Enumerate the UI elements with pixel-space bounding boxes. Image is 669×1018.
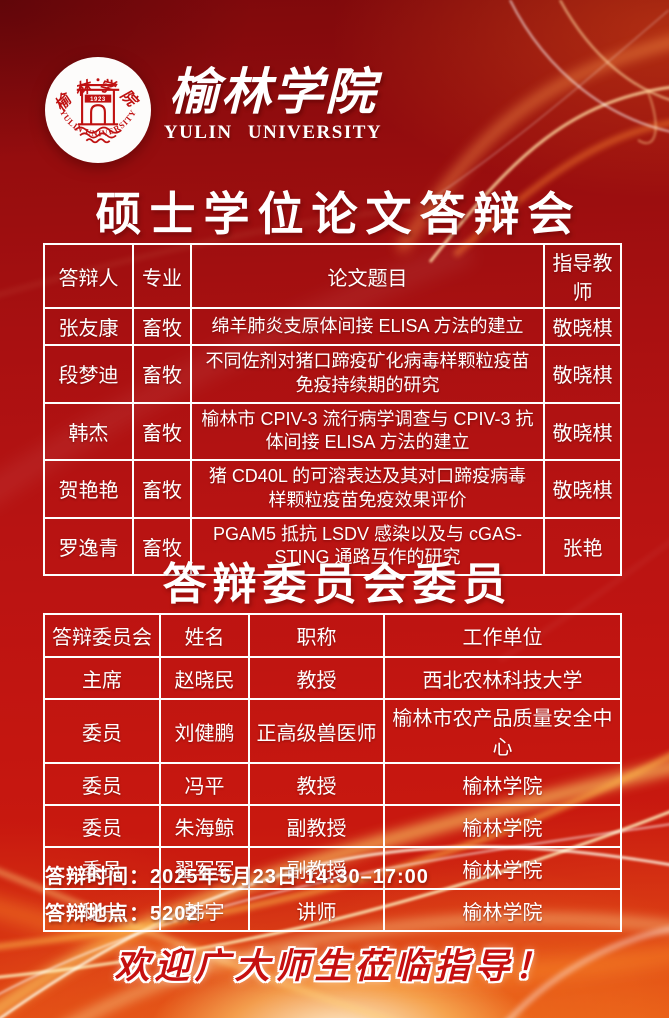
role-cell: 委员 — [43, 762, 161, 806]
defense-table-header-row: 答辩人 专业 论文题目 指导教师 — [43, 243, 622, 309]
name-cell: 刘健鹏 — [159, 698, 250, 764]
major-cell: 畜牧 — [132, 516, 192, 576]
workunit-cell: 榆林学院 — [383, 804, 622, 848]
workunit-cell: 榆林市农产品质量安全中心 — [383, 698, 622, 764]
col-header-workunit: 工作单位 — [383, 613, 622, 658]
role-cell: 委员 — [43, 698, 161, 764]
defense-location-line: 答辩地点：5202 — [45, 901, 429, 927]
university-seal-icon: 榆林学院 YULIN UNIVERSITY 1923 — [45, 57, 151, 163]
thesis-title-cell: 猪 CD40L 的可溶表达及其对口蹄疫病毒样颗粒疫苗免疫效果评价 — [190, 459, 545, 519]
role-cell: 委员 — [43, 804, 161, 848]
defender-name-cell: 罗逸青 — [43, 516, 134, 576]
name-cell: 赵晓民 — [159, 656, 250, 700]
table-row: 韩杰 畜牧 榆林市 CPIV-3 流行病学调查与 CPIV-3 抗体间接 ELI… — [43, 401, 622, 461]
seal-waves-icon — [74, 126, 122, 144]
table-row: 委员 朱海鲸 副教授 榆林学院 — [43, 804, 622, 848]
time-label: 答辩时间： — [45, 866, 150, 888]
table-row: 主席 赵晓民 教授 西北农林科技大学 — [43, 656, 622, 700]
main-title: 硕士学位论文答辩会 — [95, 188, 582, 240]
welcome-slogan: 欢迎广大师生莅临指导！ — [114, 947, 555, 986]
name-cell: 冯平 — [159, 762, 250, 806]
table-row: 贺艳艳 畜牧 猪 CD40L 的可溶表达及其对口蹄疫病毒样颗粒疫苗免疫效果评价 … — [43, 459, 622, 519]
defender-name-cell: 贺艳艳 — [43, 459, 134, 519]
table-row: 委员 冯平 教授 榆林学院 — [43, 762, 622, 806]
defender-name-cell: 张友康 — [43, 307, 134, 346]
committee-table-header-row: 答辩委员会 姓名 职称 工作单位 — [43, 613, 622, 658]
committee-section-title: 答辩委员会委员 — [162, 560, 513, 609]
major-cell: 畜牧 — [132, 307, 192, 346]
advisor-cell: 敬晓棋 — [543, 401, 622, 461]
university-name-english: YULIN UNIVERSITY — [163, 122, 383, 143]
col-header-defender: 答辩人 — [43, 243, 134, 309]
university-names: 榆林学院 YULIN UNIVERSITY — [158, 64, 388, 144]
time-value: 2025年5月23日 14:30–17:00 — [150, 866, 429, 888]
location-value: 5202 — [150, 903, 199, 925]
rank-cell: 教授 — [248, 656, 385, 700]
rank-cell: 副教授 — [248, 804, 385, 848]
university-logo: 榆林学院 YULIN UNIVERSITY 1923 — [45, 57, 151, 163]
major-cell: 畜牧 — [132, 344, 192, 404]
col-header-rank: 职称 — [248, 613, 385, 658]
major-cell: 畜牧 — [132, 459, 192, 519]
thesis-title-cell: 绵羊肺炎支原体间接 ELISA 方法的建立 — [190, 307, 545, 346]
seal-gate-icon — [76, 78, 120, 126]
thesis-title-cell: 不同佐剂对猪口蹄疫矿化病毒样颗粒疫苗免疫持续期的研究 — [190, 344, 545, 404]
defender-name-cell: 韩杰 — [43, 401, 134, 461]
advisor-cell: 敬晓棋 — [543, 307, 622, 346]
location-label: 答辩地点： — [45, 903, 150, 925]
thesis-title-cell: PGAM5 抵抗 LSDV 感染以及与 cGAS-STING 通路互作的研究 — [190, 516, 545, 576]
defense-table: 答辩人 专业 论文题目 指导教师 张友康 畜牧 绵羊肺炎支原体间接 ELISA … — [43, 243, 622, 576]
defender-name-cell: 段梦迪 — [43, 344, 134, 404]
col-header-name: 姓名 — [159, 613, 250, 658]
col-header-committee: 答辩委员会 — [43, 613, 161, 658]
workunit-cell: 西北农林科技大学 — [383, 656, 622, 700]
name-cell: 朱海鲸 — [159, 804, 250, 848]
rank-cell: 正高级兽医师 — [248, 698, 385, 764]
role-cell: 主席 — [43, 656, 161, 700]
advisor-cell: 敬晓棋 — [543, 459, 622, 519]
table-row: 委员 刘健鹏 正高级兽医师 榆林市农产品质量安全中心 — [43, 698, 622, 764]
col-header-thesis-title: 论文题目 — [190, 243, 545, 309]
defense-time-line: 答辩时间：2025年5月23日 14:30–17:00 — [45, 864, 429, 890]
advisor-cell: 敬晓棋 — [543, 344, 622, 404]
rank-cell: 教授 — [248, 762, 385, 806]
table-row: 张友康 畜牧 绵羊肺炎支原体间接 ELISA 方法的建立 敬晓棋 — [43, 307, 622, 346]
major-cell: 畜牧 — [132, 401, 192, 461]
workunit-cell: 榆林学院 — [383, 762, 622, 806]
defense-info: 答辩时间：2025年5月23日 14:30–17:00 答辩地点：5202 — [45, 864, 429, 938]
seal-year: 1923 — [90, 97, 106, 103]
university-name-calligraphy: 榆林学院 — [169, 64, 377, 120]
col-header-advisor: 指导教师 — [543, 243, 622, 309]
col-header-major: 专业 — [132, 243, 192, 309]
table-row: 段梦迪 畜牧 不同佐剂对猪口蹄疫矿化病毒样颗粒疫苗免疫持续期的研究 敬晓棋 — [43, 344, 622, 404]
thesis-title-cell: 榆林市 CPIV-3 流行病学调查与 CPIV-3 抗体间接 ELISA 方法的… — [190, 401, 545, 461]
